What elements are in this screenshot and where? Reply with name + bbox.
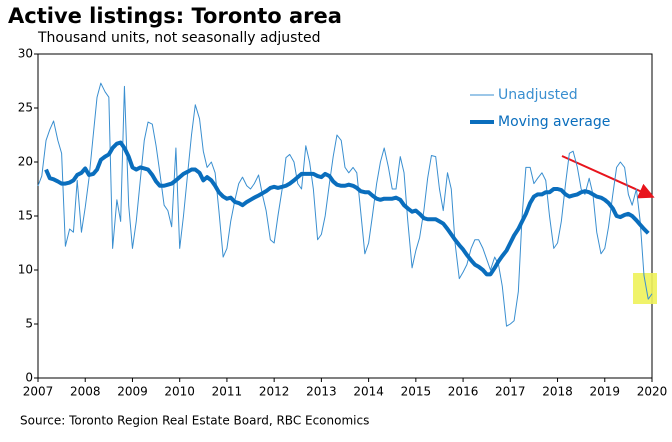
y-tick-label: 5 (25, 317, 33, 331)
y-tick-label: 15 (18, 209, 33, 223)
y-tick-label: 10 (18, 263, 33, 277)
x-tick-label: 2013 (306, 385, 337, 399)
chart-subtitle: Thousand units, not seasonally adjusted (37, 30, 320, 46)
x-tick-label: 2014 (353, 385, 384, 399)
legend-label: Moving average (498, 114, 610, 130)
chart-title: Active listings: Toronto area (8, 4, 342, 28)
trend-arrow (561, 155, 655, 199)
x-tick-label: 2019 (589, 385, 620, 399)
series-line (37, 82, 653, 327)
x-tick-label: 2007 (23, 385, 54, 399)
y-tick-label: 0 (25, 371, 33, 385)
x-tick-label: 2012 (259, 385, 290, 399)
x-tick-label: 2011 (212, 385, 243, 399)
x-tick-label: 2015 (401, 385, 432, 399)
series-line (44, 140, 650, 277)
y-tick-label: 20 (18, 155, 33, 169)
x-tick-label: 2018 (542, 385, 573, 399)
x-tick-label: 2017 (495, 385, 526, 399)
x-tick-label: 2008 (70, 385, 101, 399)
x-tick-label: 2009 (117, 385, 148, 399)
legend-label: Unadjusted (498, 87, 578, 103)
x-tick-label: 2016 (448, 385, 479, 399)
y-tick-label: 25 (18, 101, 33, 115)
x-tick-label: 2010 (164, 385, 195, 399)
x-tick-label: 2020 (637, 385, 668, 399)
y-tick-label: 30 (18, 47, 33, 61)
highlight-box (633, 273, 657, 304)
source-note: Source: Toronto Region Real Estate Board… (20, 414, 369, 428)
